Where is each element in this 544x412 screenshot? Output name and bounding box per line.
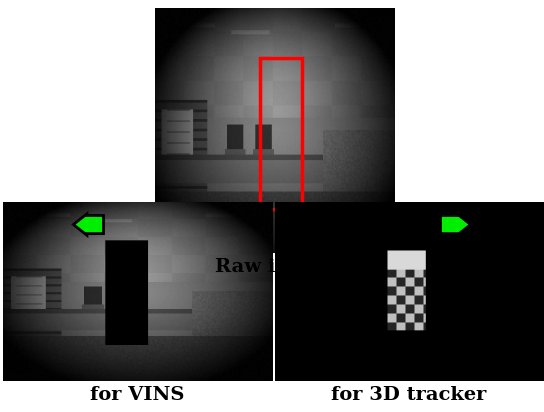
Bar <box>260 58 302 209</box>
Text: Raw image: Raw image <box>215 258 335 276</box>
Text: for 3D tracker: for 3D tracker <box>331 386 487 405</box>
Text: for VINS: for VINS <box>90 386 184 405</box>
